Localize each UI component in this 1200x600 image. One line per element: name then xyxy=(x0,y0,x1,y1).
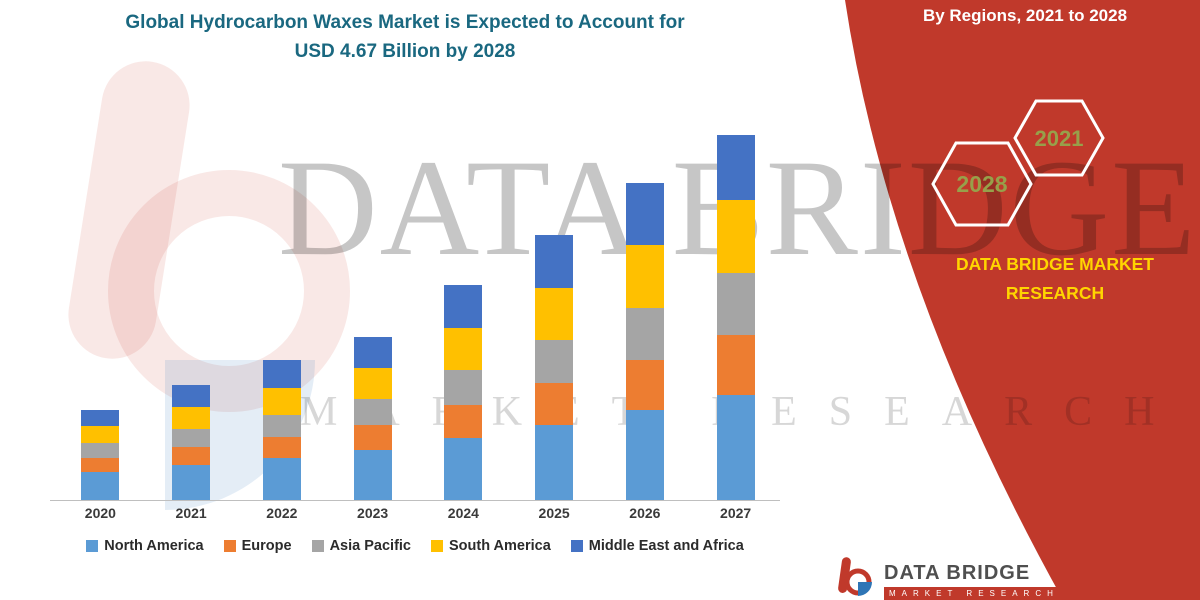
x-axis-label-2026: 2026 xyxy=(629,505,661,521)
legend-item-south-america: South America xyxy=(431,538,551,554)
bar-segment-middle-east-and-africa-2022 xyxy=(262,360,301,388)
hexagon-2028: 2028 xyxy=(931,141,1033,227)
legend-item-north-america: North America xyxy=(86,538,204,554)
bar-segment-south-america-2025 xyxy=(535,288,574,340)
bar-segment-south-america-2023 xyxy=(353,368,392,399)
bar-segment-south-america-2027 xyxy=(716,200,755,273)
legend-swatch xyxy=(86,540,99,552)
panel-brand-text: DATA BRIDGE MARKET RESEARCH xyxy=(956,254,1154,303)
footer-logo-tagline: MARKET RESEARCH xyxy=(884,587,1200,600)
bar-segment-north-america-2025 xyxy=(535,425,574,500)
bar-segment-asia-pacific-2026 xyxy=(625,308,664,360)
bar-segment-asia-pacific-2025 xyxy=(535,340,574,383)
x-axis-label-2027: 2027 xyxy=(720,505,752,521)
hexagon-2028-label: 2028 xyxy=(956,171,1007,197)
bar-segment-europe-2026 xyxy=(625,360,664,410)
bar-segment-middle-east-and-africa-2024 xyxy=(444,285,483,328)
bar-segment-middle-east-and-africa-2027 xyxy=(716,135,755,200)
stacked-bar-2027 xyxy=(716,135,755,500)
bar-segment-europe-2023 xyxy=(353,425,392,450)
bar-segment-north-america-2022 xyxy=(262,458,301,500)
chart-title: Global Hydrocarbon Waxes Market is Expec… xyxy=(60,8,750,67)
bar-segment-south-america-2026 xyxy=(625,245,664,308)
legend-label: North America xyxy=(104,538,204,554)
footer-logo-name: DATA BRIDGE xyxy=(884,562,1031,584)
bar-segment-europe-2020 xyxy=(81,458,120,472)
x-axis-labels: 2020 2021 2022 2023 2024 2025 2026 2027 xyxy=(55,505,781,525)
legend-item-asia-pacific: Asia Pacific xyxy=(311,538,411,554)
legend-swatch xyxy=(311,540,324,552)
x-axis-label-2022: 2022 xyxy=(266,505,298,521)
footer-logo: DATA BRIDGE MARKET RESEARCH xyxy=(836,554,1200,600)
chart-legend: North America Europe Asia Pacific South Ame… xyxy=(50,538,780,554)
legend-item-middle-east-and-africa: Middle East and Africa xyxy=(570,538,744,554)
stacked-bar-2020 xyxy=(81,410,120,500)
chart-title-line1: Global Hydrocarbon Waxes Market is Expec… xyxy=(125,12,685,33)
x-axis-label-2024: 2024 xyxy=(447,505,479,521)
bar-segment-asia-pacific-2020 xyxy=(81,443,120,458)
bar-segment-north-america-2023 xyxy=(353,450,392,500)
stacked-bar-2026 xyxy=(625,183,664,500)
x-axis-label-2025: 2025 xyxy=(538,505,570,521)
stacked-bar-2022 xyxy=(262,360,301,500)
bar-segment-europe-2022 xyxy=(262,437,301,458)
bar-chart-plot-area xyxy=(55,115,781,500)
bar-segment-north-america-2020 xyxy=(81,472,120,500)
databridge-logo-icon xyxy=(838,557,872,596)
bar-segment-asia-pacific-2022 xyxy=(262,415,301,437)
bar-segment-asia-pacific-2023 xyxy=(353,399,392,425)
stacked-bar-2025 xyxy=(535,235,574,500)
x-axis-label-2021: 2021 xyxy=(175,505,207,521)
hexagon-2021: 2021 xyxy=(1013,99,1105,177)
legend-label: Europe xyxy=(241,538,292,554)
legend-swatch xyxy=(431,540,443,552)
bar-segment-middle-east-and-africa-2020 xyxy=(81,410,120,426)
bar-segment-asia-pacific-2027 xyxy=(716,273,755,335)
bar-segment-europe-2027 xyxy=(716,335,755,395)
hexagon-2021-label: 2021 xyxy=(1035,126,1084,151)
legend-label: South America xyxy=(449,538,551,554)
bar-segment-south-america-2024 xyxy=(444,328,483,370)
bar-segment-middle-east-and-africa-2023 xyxy=(353,337,392,368)
bar-segment-south-america-2020 xyxy=(81,426,120,443)
bar-segment-south-america-2022 xyxy=(262,388,301,415)
bar-segment-asia-pacific-2021 xyxy=(172,429,211,447)
stacked-bar-2023 xyxy=(353,337,392,500)
bar-segment-asia-pacific-2024 xyxy=(444,370,483,405)
bar-segment-europe-2024 xyxy=(444,405,483,438)
bar-segment-north-america-2027 xyxy=(716,395,755,500)
legend-label: Middle East and Africa xyxy=(588,538,744,554)
stacked-bar-2021 xyxy=(172,385,211,500)
bar-segment-middle-east-and-africa-2021 xyxy=(172,385,211,407)
bar-segment-north-america-2024 xyxy=(444,438,483,500)
bar-segment-middle-east-and-africa-2026 xyxy=(625,183,664,245)
bar-segment-south-america-2021 xyxy=(172,407,211,429)
chart-title-line2: USD 4.67 Billion by 2028 xyxy=(294,41,516,63)
panel-heading: By Regions, 2021 to 2028 xyxy=(922,6,1128,25)
legend-swatch xyxy=(570,540,583,552)
bar-segment-europe-2021 xyxy=(172,447,211,465)
bar-segment-europe-2025 xyxy=(535,383,574,425)
bar-segment-north-america-2026 xyxy=(625,410,664,500)
legend-swatch xyxy=(223,540,236,552)
stacked-bar-2024 xyxy=(444,285,483,500)
bar-segment-north-america-2021 xyxy=(172,465,211,500)
bar-segment-middle-east-and-africa-2025 xyxy=(535,235,574,288)
x-axis-label-2020: 2020 xyxy=(84,505,116,521)
legend-item-europe: Europe xyxy=(223,538,292,554)
x-axis-line xyxy=(50,500,780,501)
x-axis-label-2023: 2023 xyxy=(357,505,389,521)
legend-label: Asia Pacific xyxy=(329,538,411,554)
